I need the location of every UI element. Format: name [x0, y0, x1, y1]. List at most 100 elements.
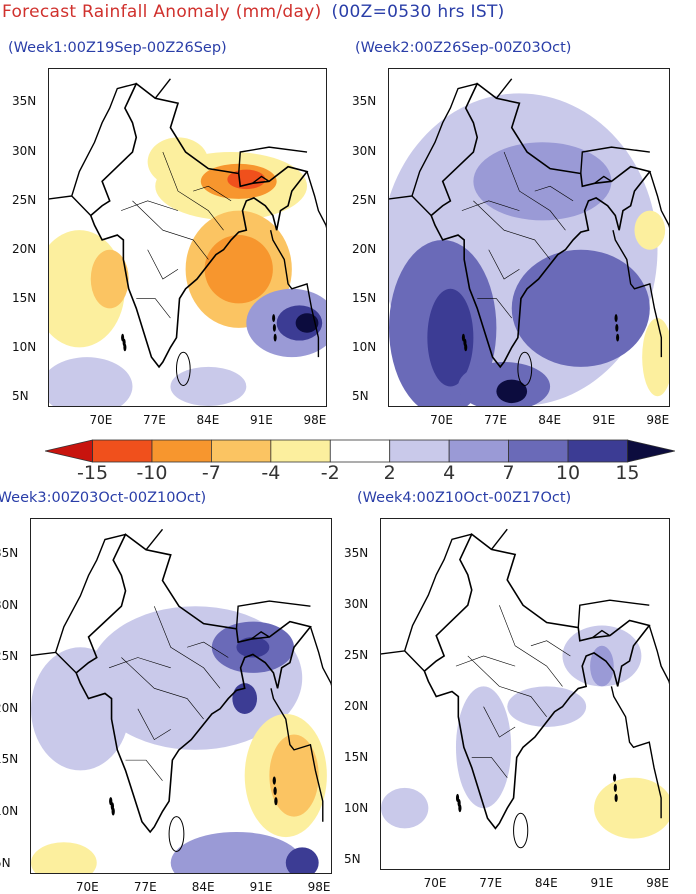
- state-boundary: [484, 707, 516, 737]
- lon-tick-label: 77E: [484, 413, 508, 427]
- state-boundary: [473, 201, 550, 260]
- anomaly-region: [455, 686, 512, 809]
- lat-tick-label: 20N: [344, 698, 369, 713]
- country-boundary: [146, 529, 162, 550]
- lat-tick-label: 30N: [344, 596, 369, 611]
- island-marker: [614, 793, 618, 803]
- map-panel-week3: [30, 518, 332, 874]
- lat-tick-label: 25N: [0, 649, 19, 664]
- country-boundary: [307, 172, 326, 240]
- map-panel-week2: [388, 68, 670, 407]
- lat-tick-label: 35N: [0, 546, 19, 561]
- country-boundary: [650, 172, 669, 240]
- lon-tick-label: 98E: [307, 880, 331, 894]
- country-boundary: [649, 626, 669, 697]
- anomaly-region: [49, 357, 133, 406]
- lat-tick-label: 15N: [12, 290, 37, 305]
- country-boundary: [613, 230, 661, 357]
- state-boundary: [163, 152, 224, 230]
- island-marker: [272, 776, 276, 785]
- lat-tick-label: 35N: [12, 94, 37, 109]
- lat-tick-label: 20N: [12, 241, 37, 256]
- country-boundary: [236, 601, 310, 629]
- colorbar-segment: [270, 439, 331, 463]
- colorbar-label: -15: [77, 462, 109, 484]
- country-boundary: [581, 147, 650, 173]
- anomaly-region: [427, 288, 474, 387]
- island-marker: [458, 804, 462, 813]
- colorbar-label: 7: [502, 462, 515, 484]
- anomaly-region: [236, 637, 270, 658]
- lon-tick-label: 98E: [646, 876, 669, 890]
- anomaly-region: [31, 842, 97, 873]
- anomaly-region: [170, 366, 247, 406]
- colorbar-segment: [151, 439, 212, 463]
- anomaly-region: [594, 777, 669, 839]
- india-boundary: [424, 534, 649, 828]
- state-boundary: [535, 186, 573, 201]
- state-boundary: [499, 605, 562, 686]
- lat-tick-label: 5N: [352, 389, 369, 404]
- island-marker: [272, 323, 276, 332]
- lon-tick-label: 91E: [249, 880, 273, 894]
- country-boundary: [56, 652, 77, 673]
- island-marker: [111, 807, 115, 816]
- lon-tick-label: 91E: [250, 413, 273, 427]
- colorbar-segment: [448, 439, 509, 463]
- lat-tick-label: 10N: [12, 340, 37, 355]
- lat-tick-label: 15N: [352, 290, 377, 305]
- lat-tick-label: 5N: [0, 855, 11, 870]
- island-marker: [614, 314, 618, 322]
- anomaly-region: [285, 847, 319, 873]
- country-boundary: [611, 686, 661, 818]
- colorbar-label: 15: [615, 462, 640, 484]
- state-boundary: [148, 250, 178, 279]
- lat-tick-label: 15N: [0, 752, 19, 767]
- lat-tick-label: 10N: [344, 800, 369, 815]
- lat-tick-label: 5N: [344, 851, 361, 866]
- island-marker: [616, 333, 620, 342]
- lat-tick-label: 35N: [352, 94, 377, 109]
- anomaly-region: [590, 645, 614, 687]
- country-boundary: [491, 529, 507, 549]
- island-marker: [464, 343, 468, 352]
- country-boundary: [578, 600, 649, 627]
- colorbar-segment: [211, 439, 272, 463]
- colorbar-label: -4: [261, 462, 281, 484]
- time-note: (00Z=0530 hrs IST): [331, 2, 505, 22]
- anomaly-region: [31, 647, 130, 771]
- country-boundary: [595, 176, 612, 183]
- anomaly-region: [227, 169, 266, 190]
- colorbar-label: -10: [136, 462, 168, 484]
- state-boundary: [109, 658, 171, 668]
- anomaly-region: [232, 683, 258, 714]
- country-boundary: [389, 84, 477, 201]
- state-boundary: [132, 201, 208, 260]
- colorbar: [45, 439, 675, 463]
- lon-tick-label: 84E: [534, 876, 558, 890]
- colorbar-segment: [389, 439, 450, 463]
- lon-tick-label: 77E: [133, 880, 157, 894]
- sri-lanka-outline: [169, 817, 184, 852]
- colorbar-segment: [92, 439, 153, 463]
- lon-tick-label: 70E: [89, 413, 113, 427]
- island-marker: [613, 783, 617, 792]
- lat-tick-label: 25N: [352, 192, 377, 207]
- colorbar-segment: [508, 439, 569, 463]
- anomaly-region: [381, 787, 429, 829]
- lat-tick-label: 25N: [12, 192, 37, 207]
- lon-tick-label: 98E: [303, 413, 327, 427]
- island-marker: [615, 323, 619, 332]
- figure-title: Forecast Rainfall Anomaly (mm/day) (00Z=0…: [2, 2, 505, 22]
- anomaly-region: [269, 734, 319, 817]
- lat-tick-label: 10N: [352, 340, 377, 355]
- country-boundary: [252, 176, 269, 183]
- lon-tick-label: 77E: [143, 413, 166, 427]
- state-boundary: [531, 641, 570, 656]
- lat-tick-label: 20N: [0, 700, 19, 715]
- colorbar-label: 4: [443, 462, 456, 484]
- anomaly-region: [642, 318, 669, 397]
- country-boundary: [239, 147, 307, 173]
- colorbar-label: 2: [383, 462, 396, 484]
- lat-tick-label: 15N: [344, 749, 369, 764]
